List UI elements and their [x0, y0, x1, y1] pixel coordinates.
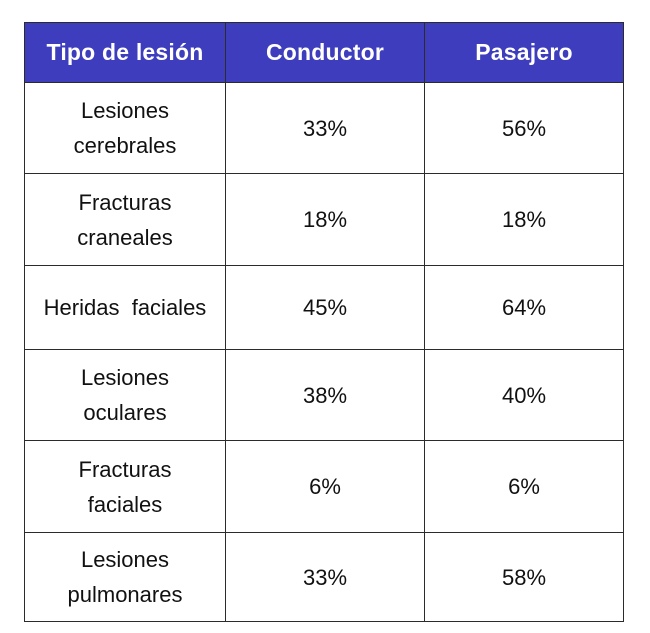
injury-type-cell: Lesiones cerebrales	[24, 82, 226, 174]
passenger-percentage-cell: 6%	[424, 440, 624, 533]
injury-type-label: Lesiones oculares	[80, 365, 170, 425]
passenger-percentage-cell: 56%	[424, 82, 624, 174]
driver-percentage-cell: 6%	[225, 440, 425, 533]
injury-type-label: Lesiones cerebrales	[73, 98, 177, 158]
driver-percentage-cell: 45%	[225, 265, 425, 350]
driver-percentage-cell: 33%	[225, 532, 425, 622]
injury-type-label: Heridas faciales	[43, 295, 207, 320]
passenger-percentage-cell: 64%	[424, 265, 624, 350]
table-row: Lesiones oculares 38% 40%	[24, 349, 624, 441]
table-row: Lesiones cerebrales 33% 56%	[24, 82, 624, 174]
driver-percentage-cell: 33%	[225, 82, 425, 174]
table-row: Lesiones pulmonares 33% 58%	[24, 532, 624, 622]
table-header-row: Tipo de lesión Conductor Pasajero	[24, 22, 624, 83]
passenger-percentage-cell: 58%	[424, 532, 624, 622]
injury-type-label: Lesiones pulmonares	[67, 547, 183, 607]
injury-type-label: Fracturas craneales	[77, 189, 173, 250]
injury-type-cell: Heridas faciales	[24, 265, 226, 350]
injury-type-label: Fracturas faciales	[78, 456, 172, 517]
header-passenger: Pasajero	[424, 22, 624, 83]
header-driver: Conductor	[225, 22, 425, 83]
table-row: Fracturas faciales 6% 6%	[24, 440, 624, 533]
injury-comparison-table: Tipo de lesión Conductor Pasajero Lesion…	[24, 22, 624, 622]
injury-type-cell: Fracturas faciales	[24, 440, 226, 533]
driver-percentage-cell: 38%	[225, 349, 425, 441]
driver-percentage-cell: 18%	[225, 173, 425, 266]
header-injury-type: Tipo de lesión	[24, 22, 226, 83]
table-row: Heridas faciales 45% 64%	[24, 265, 624, 350]
injury-type-cell: Fracturas craneales	[24, 173, 226, 266]
injury-type-cell: Lesiones oculares	[24, 349, 226, 441]
injury-type-cell: Lesiones pulmonares	[24, 532, 226, 622]
passenger-percentage-cell: 40%	[424, 349, 624, 441]
table-row: Fracturas craneales 18% 18%	[24, 173, 624, 266]
passenger-percentage-cell: 18%	[424, 173, 624, 266]
